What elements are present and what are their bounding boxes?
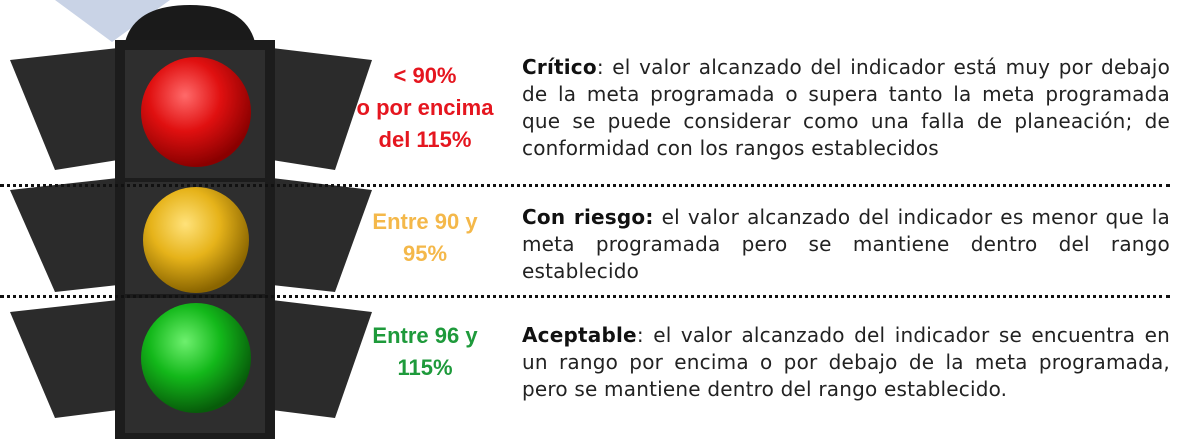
- range-label: < 90% o por encima del 115%: [330, 60, 520, 156]
- description-text: : el valor alcanzado del indicador está …: [522, 55, 1170, 160]
- pointer: [55, 0, 170, 42]
- range-line: Entre 90 y: [372, 209, 478, 234]
- separator: [0, 295, 1170, 298]
- range-label: Entre 96 y 115%: [330, 320, 520, 384]
- range-line: 115%: [397, 355, 453, 380]
- description-title: Crítico: [522, 55, 597, 79]
- cap: [125, 5, 255, 42]
- description-title: Con riesgo:: [522, 205, 654, 229]
- description-title: Aceptable: [522, 323, 637, 347]
- description-text: el valor alcanzado del indicador es meno…: [522, 205, 1170, 283]
- description: Aceptable: el valor alcanzado del indica…: [522, 322, 1170, 403]
- description-text: : el valor alcanzado del indicador se en…: [522, 323, 1170, 401]
- green-light: [141, 303, 251, 413]
- range-line: 95%: [402, 241, 448, 266]
- description: Con riesgo: el valor alcanzado del indic…: [522, 204, 1170, 285]
- range-line: Entre 96 y: [372, 323, 478, 348]
- range-line: < 90%: [393, 63, 457, 88]
- range-line: o por encima: [356, 95, 494, 120]
- range-line: del 115%: [378, 127, 472, 152]
- range-label: Entre 90 y 95%: [330, 206, 520, 270]
- wings: [10, 48, 372, 418]
- separator: [0, 184, 1170, 187]
- yellow-light: [143, 187, 249, 293]
- red-light: [141, 57, 251, 167]
- description: Crítico: el valor alcanzado del indicado…: [522, 54, 1170, 162]
